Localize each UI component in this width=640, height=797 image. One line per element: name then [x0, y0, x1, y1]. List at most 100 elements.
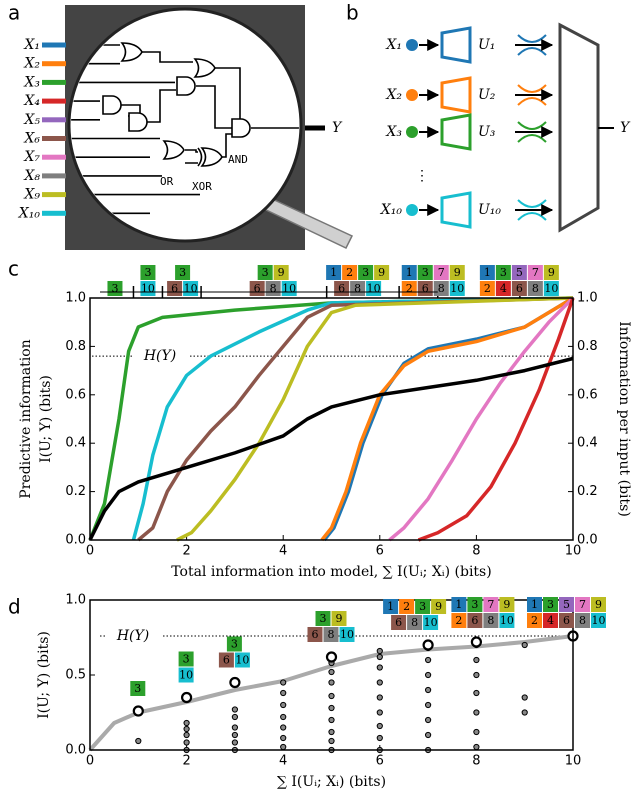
channel	[517, 84, 547, 93]
input-label: X₃	[23, 74, 40, 90]
y2-tick-label: 0.0	[577, 533, 598, 548]
point	[521, 694, 528, 701]
xor-gate	[197, 147, 223, 167]
badge-label: 10	[141, 282, 155, 295]
badge	[175, 265, 191, 280]
point	[135, 737, 142, 745]
y2-tick-label: 0.2	[577, 484, 598, 499]
point	[328, 716, 335, 724]
badge	[342, 265, 358, 280]
badge-label: 6	[338, 282, 345, 295]
point	[231, 724, 238, 731]
badge	[323, 627, 339, 642]
panel-label: c	[8, 257, 19, 281]
or-gate	[120, 42, 143, 62]
point	[280, 713, 287, 721]
selected-point	[229, 676, 241, 689]
badge-label: 10	[282, 282, 296, 295]
reference-label: H(Y)	[143, 348, 176, 364]
point	[425, 731, 432, 739]
point	[425, 656, 432, 664]
input-bar	[42, 61, 66, 67]
badge-label: 3	[500, 266, 507, 279]
y2-tick-label: 1.0	[577, 291, 598, 306]
point	[280, 689, 287, 697]
channel	[517, 47, 547, 56]
channel	[517, 121, 547, 130]
badge-label: 3	[422, 266, 429, 279]
x-tick-label: 10	[565, 544, 582, 559]
badge-label: 4	[500, 282, 507, 295]
wire	[196, 85, 232, 129]
badge-label: 6	[422, 282, 429, 295]
y-tick-label: 0.6	[65, 387, 86, 402]
selected-point	[181, 691, 193, 704]
panel-label: d	[8, 595, 21, 619]
input-bar	[42, 79, 66, 85]
input-dot	[406, 126, 418, 138]
point	[473, 656, 480, 664]
and-gate	[128, 112, 148, 132]
badge-label: 8	[579, 614, 586, 627]
badge	[483, 613, 499, 628]
badge-label: 9	[336, 612, 343, 625]
x-tick-label: 2	[182, 754, 190, 769]
y-tick-label: 0.4	[65, 436, 86, 451]
badge-label: 9	[595, 598, 602, 611]
badge	[559, 613, 574, 628]
gate-label: XOR	[192, 180, 212, 193]
input-label: X₈	[23, 168, 40, 184]
channel	[517, 199, 547, 208]
badge-label: 3	[111, 282, 118, 295]
y-tick-label: 0.0	[65, 533, 86, 548]
x-axis-label: Total information into model, ∑ I(Uᵢ; Xᵢ…	[171, 564, 491, 580]
point	[473, 743, 480, 751]
point	[473, 689, 480, 697]
badge-label: 9	[378, 266, 385, 279]
badge-label: 6	[471, 614, 478, 627]
gates	[102, 42, 251, 167]
series-line	[176, 296, 574, 542]
badge-label: 10	[367, 282, 381, 295]
input-label: X₁₀	[18, 205, 41, 221]
input-bar	[42, 210, 66, 216]
input-label: X₁	[385, 37, 402, 53]
channel	[517, 34, 547, 43]
point	[376, 734, 383, 742]
point	[376, 664, 383, 671]
y-axis-label: Predictive information	[18, 339, 34, 498]
y-tick-label: 0.0	[65, 743, 86, 758]
badge-label: 10	[450, 282, 464, 295]
input-label: X₂	[385, 87, 402, 103]
x-tick-label: 6	[376, 754, 384, 769]
badge-label: 10	[592, 614, 606, 627]
point	[328, 728, 335, 736]
input-bar	[42, 98, 66, 104]
panel-label: b	[346, 1, 359, 25]
badge-label: 5	[563, 598, 570, 611]
point	[376, 722, 383, 730]
x-tick-label: 2	[182, 544, 190, 559]
badge	[431, 599, 447, 614]
point	[280, 734, 287, 742]
badge-label: 10	[500, 614, 514, 627]
panel-label: a	[8, 1, 20, 25]
encoder-label: U₂	[478, 87, 496, 103]
point	[376, 679, 383, 686]
badge-label: 2	[403, 600, 410, 613]
channel	[517, 212, 547, 221]
input-dot	[406, 204, 418, 216]
badge	[374, 265, 390, 280]
badge	[543, 265, 559, 280]
input-label: X₅	[23, 112, 40, 128]
point	[183, 719, 190, 727]
input-label: X₂	[23, 56, 40, 72]
series-line	[131, 296, 574, 541]
badge-label: 8	[354, 282, 361, 295]
y-tick-label: 0.8	[65, 339, 86, 354]
badge-label: 10	[179, 669, 193, 682]
badge	[575, 613, 590, 628]
badge	[273, 265, 289, 280]
x-axis-label: ∑ I(Uᵢ; Xᵢ) (bits)	[277, 774, 386, 790]
